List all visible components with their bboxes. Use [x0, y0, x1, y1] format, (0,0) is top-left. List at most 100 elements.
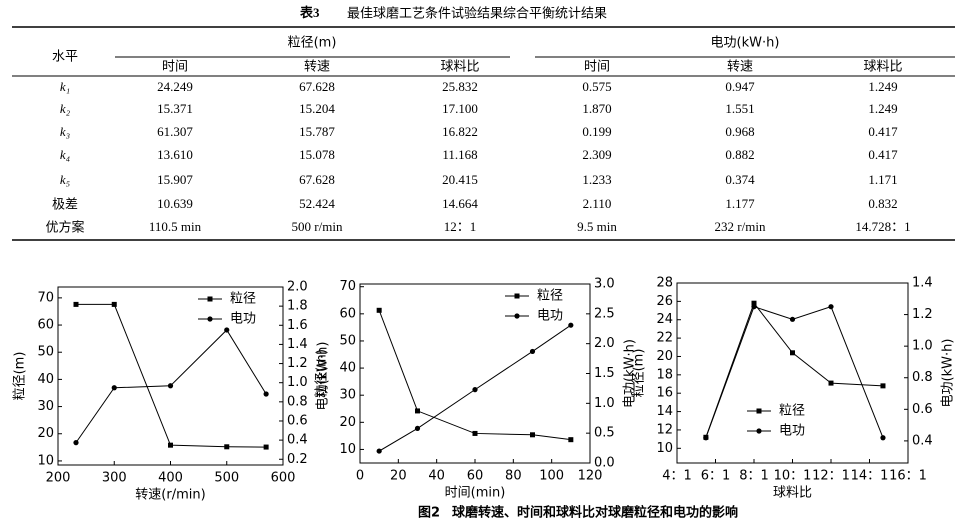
y-tick-label: 30 [37, 399, 54, 414]
x-axis-label: 时间(min) [445, 486, 506, 501]
legend-marker [756, 408, 762, 414]
x-tick-label: 0 [356, 469, 364, 484]
x-axis-label: 球料比 [773, 486, 812, 501]
x-tick-label: 6：1 [701, 469, 731, 484]
marker [751, 300, 757, 306]
x-tick-label: 500 [214, 471, 239, 486]
x-tick-label: 60 [467, 469, 484, 484]
marker [880, 383, 886, 389]
table-cell: 0.882 [725, 147, 754, 162]
table-cell: 1.551 [725, 101, 754, 116]
figure-caption: 球磨转速、时间和球料比对球磨粒径和电功的影响 [452, 505, 738, 521]
y2-tick-label: 1.6 [287, 318, 308, 333]
marker [224, 327, 230, 333]
marker [790, 350, 795, 356]
marker [415, 408, 420, 414]
table-cell: 0.575 [582, 79, 611, 94]
table-cell: 11.168 [442, 147, 477, 162]
x-tick-label: 10：1 [774, 469, 812, 484]
table-cell: 25.832 [442, 79, 478, 94]
table-cell: 52.424 [299, 196, 335, 211]
table-cell: 10.639 [157, 196, 193, 211]
table-cell: 0.832 [868, 196, 897, 211]
y-tick-label: 20 [37, 426, 54, 441]
table-cell: 0.947 [725, 79, 755, 94]
y-axis-label: 粒径(m) [315, 349, 330, 398]
x-tick-label: 14：1 [851, 469, 889, 484]
marker [828, 304, 834, 310]
column-header: 球料比 [440, 60, 479, 75]
x-tick-label: 600 [271, 471, 296, 486]
y-axis-label: 粒径(m) [13, 352, 28, 401]
y-axis-label: 粒径(m) [632, 349, 647, 398]
table-cell: 67.628 [299, 172, 335, 187]
column-header: 时间 [162, 60, 188, 75]
x-tick-label: 300 [102, 471, 127, 486]
y-tick-label: 10 [37, 453, 54, 468]
y2-tick-label: 0.5 [594, 426, 615, 441]
y-tick-label: 28 [656, 276, 673, 291]
group-header: 粒径(m) [288, 36, 337, 51]
y-tick-label: 14 [656, 404, 673, 419]
x-tick-label: 12：1 [812, 469, 850, 484]
x-tick-label: 8：1 [739, 469, 769, 484]
marker [789, 316, 796, 322]
table-cell: 61.307 [157, 124, 193, 139]
table-cell: 20.415 [442, 172, 478, 187]
y2-tick-label: 3.0 [594, 277, 615, 292]
table-cell: 24.249 [157, 79, 193, 94]
column-header: 转速 [727, 60, 753, 75]
table-cell: 15.907 [157, 172, 193, 187]
column-header: 转速 [304, 60, 330, 75]
table-cell: 2.110 [583, 196, 612, 211]
marker [263, 391, 269, 397]
y2-tick-label: 1.0 [287, 375, 308, 390]
marker [703, 435, 709, 441]
y2-tick-label: 1.2 [912, 307, 933, 322]
table-cell: 16.822 [442, 124, 478, 139]
y-tick-label: 40 [37, 372, 54, 387]
table-cell: 15.787 [299, 124, 335, 139]
y-tick-label: 70 [37, 290, 54, 305]
marker [751, 304, 757, 310]
y2-tick-label: 2.0 [287, 280, 308, 295]
table-cell: 14.664 [442, 196, 478, 211]
group-header: 电功(kW·h) [711, 36, 780, 51]
table-cell: 1.233 [582, 172, 611, 187]
x-tick-label: 40 [428, 469, 445, 484]
x-tick-label: 80 [505, 469, 522, 484]
y2-tick-label: 0.4 [287, 433, 308, 448]
x-tick-label: 4：1 [662, 469, 692, 484]
y-tick-label: 50 [339, 333, 356, 348]
column-header: 时间 [584, 60, 610, 75]
marker [167, 383, 174, 389]
marker [414, 425, 421, 431]
table-cell: 15.204 [299, 101, 335, 116]
y-tick-label: 24 [656, 312, 673, 327]
table-number: 表3 [299, 5, 320, 20]
column-header: 球料比 [863, 60, 902, 75]
y2-tick-label: 0.8 [912, 370, 933, 385]
marker [111, 385, 117, 391]
marker [568, 322, 574, 328]
table-cell: 0.968 [725, 124, 754, 139]
marker [111, 301, 117, 307]
legend-label: 粒径 [779, 404, 805, 419]
row-label: k₃ [60, 124, 70, 139]
legend-label: 电功 [537, 309, 563, 324]
marker [530, 432, 535, 438]
table-cell: 0.199 [582, 124, 611, 139]
y-tick-label: 60 [339, 306, 356, 321]
y2-tick-label: 0.4 [912, 433, 933, 448]
legend-marker [207, 316, 213, 322]
marker [168, 442, 173, 448]
y2-tick-label: 1.0 [912, 339, 933, 354]
table-corner: 水平 [52, 50, 78, 65]
y-tick-label: 60 [37, 318, 54, 333]
y2-axis-label: 电功(kW·h) [941, 339, 956, 408]
table-cell: 0.417 [868, 124, 898, 139]
marker [472, 387, 478, 393]
marker [880, 435, 886, 441]
